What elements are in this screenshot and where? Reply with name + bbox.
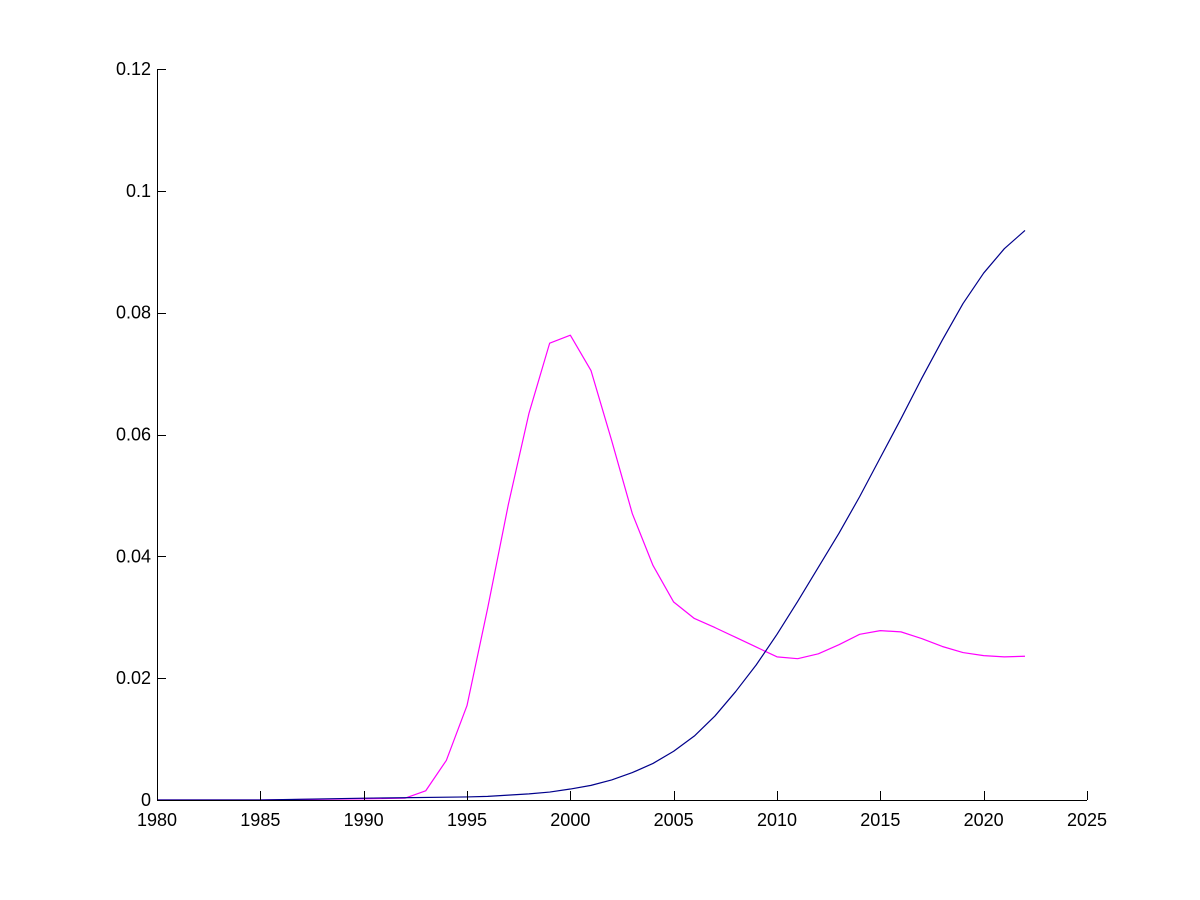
y-axis-ticks: 0 0.02 0.04 0.06 0.08 0.1 0.12: [116, 59, 166, 810]
x-tick-label: 2000: [550, 810, 590, 830]
x-tick-label: 1995: [447, 810, 487, 830]
x-tick-label: 1990: [344, 810, 384, 830]
x-tick-label: 1980: [137, 810, 177, 830]
x-tick-label: 2025: [1067, 810, 1107, 830]
y-tick-label: 0.08: [116, 303, 151, 323]
axes-group: [157, 69, 1087, 801]
y-tick-label: 0.02: [116, 668, 151, 688]
x-tick-label: 2005: [654, 810, 694, 830]
y-tick-label: 0.04: [116, 546, 151, 566]
x-tick-label: 2010: [757, 810, 797, 830]
y-tick-label: 0.06: [116, 425, 151, 445]
y-tick-label: 0: [141, 790, 151, 810]
x-tick-label: 2015: [860, 810, 900, 830]
x-tick-label: 1985: [240, 810, 280, 830]
series-line-1: [157, 334, 1026, 801]
y-tick-label: 0.12: [116, 59, 151, 79]
y-tick-label: 0.1: [126, 181, 151, 201]
x-axis-ticks: 1980 1985 1990 1995 2000 2005 2010 2015 2020 2025: [137, 791, 1107, 830]
series-group: [157, 229, 1026, 801]
series-line-2: [157, 229, 1026, 801]
x-tick-label: 2020: [964, 810, 1004, 830]
